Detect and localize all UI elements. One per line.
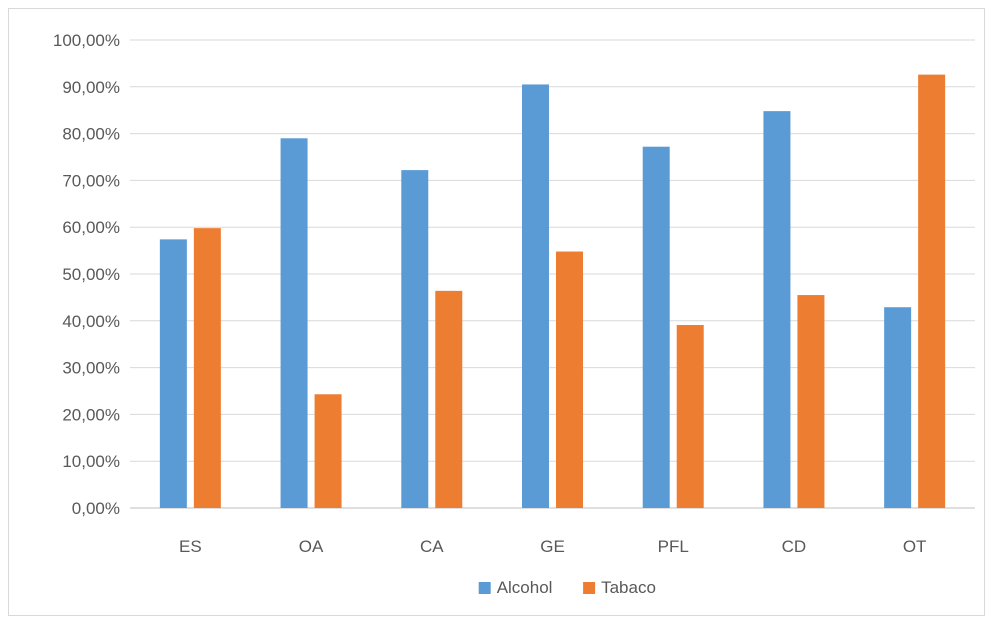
x-category-label: CD xyxy=(782,537,807,556)
bar-alcohol-pfl xyxy=(642,146,670,509)
x-category-label: OA xyxy=(299,537,324,556)
legend-label-tabaco: Tabaco xyxy=(601,578,656,597)
bar-tabaco-es xyxy=(193,228,221,509)
y-tick-label: 70,00% xyxy=(62,171,120,190)
x-category-label: GE xyxy=(540,537,565,556)
bar-tabaco-ca xyxy=(435,290,463,508)
y-tick-label: 80,00% xyxy=(62,125,120,144)
y-tick-label: 90,00% xyxy=(62,78,120,97)
y-tick-label: 20,00% xyxy=(62,405,120,424)
bar-alcohol-oa xyxy=(280,138,308,508)
legend-label-alcohol: Alcohol xyxy=(497,578,553,597)
y-tick-label: 50,00% xyxy=(62,265,120,284)
x-category-label: PFL xyxy=(658,537,689,556)
bar-tabaco-ot xyxy=(918,74,946,508)
bar-tabaco-cd xyxy=(797,295,825,508)
bar-alcohol-es xyxy=(159,239,187,509)
bar-alcohol-ca xyxy=(401,170,429,508)
y-tick-label: 30,00% xyxy=(62,359,120,378)
y-tick-label: 0,00% xyxy=(72,499,120,518)
x-category-label: CA xyxy=(420,537,444,556)
bar-alcohol-ge xyxy=(522,84,549,509)
bar-tabaco-pfl xyxy=(676,325,704,508)
y-tick-label: 40,00% xyxy=(62,312,120,331)
bar-alcohol-cd xyxy=(763,111,791,509)
bar-tabaco-ge xyxy=(556,251,583,508)
x-category-label: OT xyxy=(903,537,927,556)
x-category-label: ES xyxy=(179,537,202,556)
legend-swatch-alcohol xyxy=(478,582,491,594)
bar-tabaco-oa xyxy=(314,394,342,508)
legend-swatch-tabaco xyxy=(583,582,596,594)
y-tick-label: 10,00% xyxy=(62,452,120,471)
bar-alcohol-ot xyxy=(884,307,912,508)
y-tick-label: 100,00% xyxy=(53,31,120,50)
y-tick-label: 60,00% xyxy=(62,218,120,237)
